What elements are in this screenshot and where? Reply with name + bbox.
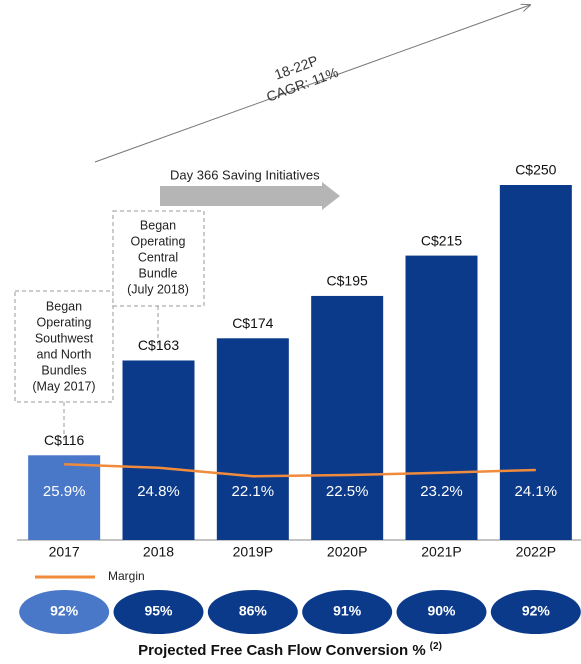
legend-label: Margin [108, 569, 145, 583]
cagr-label: 18-22P CAGR: 11% [264, 52, 340, 105]
annotation-text: (July 2018) [127, 282, 189, 296]
value-label: C$163 [138, 337, 179, 353]
value-label: C$215 [421, 232, 462, 248]
bar [311, 295, 384, 540]
annotation-text: and North [37, 347, 92, 361]
conversion-label: 92% [522, 603, 551, 619]
initiative-label: Day 366 Saving Initiatives [170, 167, 320, 182]
annotation-text: Central [138, 250, 178, 264]
value-label: C$250 [515, 162, 556, 178]
x-tick-label: 2021P [421, 544, 461, 560]
annotation-text: Began [46, 299, 82, 313]
bar [28, 455, 101, 540]
value-label: C$195 [327, 273, 368, 289]
conversion-oval [207, 590, 298, 634]
x-tick-label: 2017 [49, 544, 80, 560]
conversion-label: 95% [144, 603, 173, 619]
annotation-text: Operating [131, 234, 186, 248]
bar [216, 338, 289, 540]
annotation-text: Began [140, 218, 176, 232]
conversion-label: 90% [427, 603, 456, 619]
margin-label: 24.1% [515, 483, 558, 500]
margin-line [64, 462, 536, 478]
margin-label: 25.9% [43, 483, 86, 500]
initiative-arrow [160, 182, 340, 210]
cagr-arrow [94, 5, 530, 163]
x-tick-label: 2022P [516, 544, 556, 560]
annotation-text: Bundles [41, 363, 86, 377]
bar [122, 360, 195, 540]
margin-label: 22.5% [326, 483, 369, 500]
x-tick-label: 2018 [143, 544, 174, 560]
margin-label: 23.2% [420, 483, 463, 500]
bar [405, 255, 478, 540]
margin-label: 22.1% [232, 483, 275, 500]
conversion-oval [302, 590, 393, 634]
annotation-text: (May 2017) [32, 379, 95, 393]
bar [499, 185, 572, 540]
annotation-text: Southwest [35, 331, 94, 345]
x-tick-label: 2019P [233, 544, 273, 560]
conversion-oval [19, 590, 110, 634]
conversion-title-text: Projected Free Cash Flow Conversion % [138, 642, 426, 659]
x-tick-label: 2020P [327, 544, 367, 560]
conversion-oval [396, 590, 487, 634]
conversion-label: 86% [239, 603, 268, 619]
annotation-box [14, 290, 114, 403]
margin-label: 24.8% [137, 483, 180, 500]
footnote: (2) [430, 641, 442, 652]
conversion-oval [490, 590, 581, 634]
conversion-label: 91% [333, 603, 362, 619]
annotation-text: Bundle [139, 266, 178, 280]
conversion-label: 92% [50, 603, 79, 619]
value-label: C$174 [232, 315, 273, 331]
conversion-oval [113, 590, 204, 634]
conversion-title: Projected Free Cash Flow Conversion % (2) [138, 641, 442, 659]
value-label: C$116 [44, 432, 84, 448]
annotation-text: Operating [37, 315, 92, 329]
annotation-box [112, 210, 205, 307]
